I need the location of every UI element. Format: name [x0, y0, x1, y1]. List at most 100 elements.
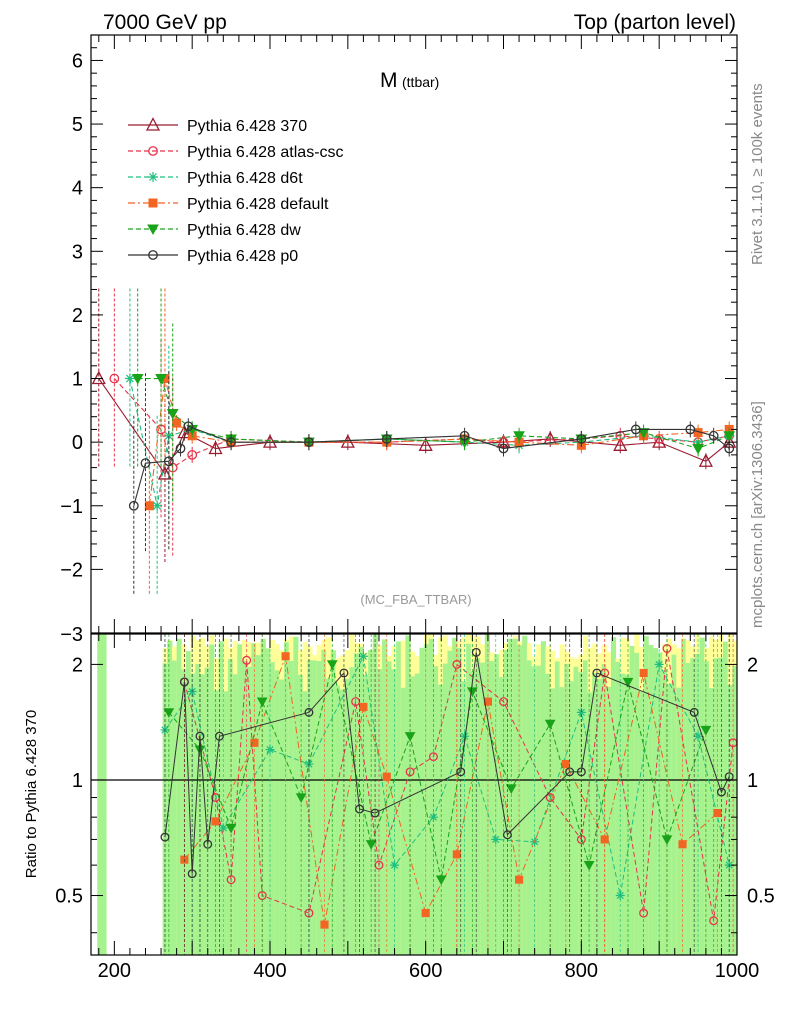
- data-point: [225, 823, 237, 834]
- uncertainty-band: [368, 650, 374, 955]
- uncertainty-band: [181, 669, 187, 955]
- x-tick-label: 200: [98, 960, 131, 982]
- data-point: [265, 745, 275, 755]
- data-point: [124, 373, 135, 384]
- data-point: [418, 437, 433, 451]
- uncertainty-band: [526, 660, 533, 955]
- ratio-frame: [90, 633, 738, 956]
- data-point: [513, 431, 525, 442]
- data-point: [576, 767, 586, 777]
- data-point: [148, 198, 158, 208]
- uncertainty-band: [442, 663, 448, 955]
- uncertainty-band: [592, 673, 598, 955]
- data-point: [723, 431, 736, 442]
- data-point: [226, 437, 236, 448]
- data-point: [147, 224, 159, 236]
- series-5: [128, 371, 735, 596]
- data-point: [716, 787, 726, 797]
- uncertainty-band: [648, 645, 654, 955]
- uncertainty-band: [410, 676, 416, 955]
- uncertainty-band: [424, 644, 430, 955]
- data-point: [195, 731, 205, 741]
- rivet-label: Rivet 3.1.10, ≥ 100k events: [749, 83, 766, 265]
- ratio-series-4: [160, 634, 734, 955]
- ratio-y-tick-label: 0.5: [55, 886, 83, 908]
- x-tick-label: 400: [253, 960, 286, 982]
- data-point: [583, 861, 595, 871]
- uncertainty-band: [522, 635, 528, 955]
- uncertainty-band: [671, 654, 677, 955]
- x-tick-label: 1000: [715, 960, 760, 982]
- data-point: [689, 707, 699, 717]
- data-point: [502, 830, 512, 840]
- data-point: [467, 687, 478, 698]
- ratio-y-tick-label: 1: [72, 770, 83, 792]
- data-point: [91, 370, 106, 385]
- uncertainty-band: [708, 688, 715, 955]
- data-point: [172, 418, 182, 428]
- uncertainty-band: [652, 647, 659, 955]
- data-point: [471, 647, 481, 657]
- uncertainty-band: [610, 637, 617, 955]
- data-point: [109, 373, 120, 384]
- uncertainty-band: [185, 651, 192, 955]
- legend-item: Pythia 6.428 atlas-csc: [128, 144, 344, 161]
- uncertainty-band: [377, 669, 383, 955]
- data-point: [131, 374, 144, 385]
- uncertainty-band: [396, 641, 402, 955]
- uncertainty-band: [545, 673, 551, 955]
- data-point: [421, 909, 430, 918]
- y-tick-label: 4: [72, 178, 83, 200]
- data-point: [148, 172, 158, 182]
- ratio-y-tick-label-right: 0.5: [747, 886, 775, 908]
- uncertainty-band: [354, 653, 360, 955]
- uncertainty-band: [508, 638, 514, 955]
- series-1: [109, 288, 735, 558]
- uncertainty-band: [475, 658, 481, 955]
- uncertainty-band: [199, 674, 206, 955]
- uncertainty-band: [690, 658, 696, 955]
- uncertainty-band: [713, 658, 719, 955]
- legend-item: Pythia 6.428 370: [128, 117, 307, 135]
- legend-label: Pythia 6.428 370: [187, 118, 307, 135]
- ratio-x-axis: 200 400 600 800 1000: [98, 634, 760, 982]
- uncertainty-band: [302, 691, 308, 955]
- data-point: [505, 784, 517, 795]
- data-point: [218, 823, 228, 833]
- legend-label: Pythia 6.428 p0: [187, 248, 298, 265]
- uncertainty-band: [405, 635, 411, 955]
- data-point: [340, 434, 355, 448]
- data-point: [544, 719, 556, 730]
- data-point: [160, 832, 170, 842]
- main-x-ticks: [98, 35, 738, 633]
- data-point: [183, 421, 194, 432]
- data-point: [187, 449, 198, 460]
- ratio-series-line: [168, 664, 707, 880]
- uncertainty-band: [676, 687, 682, 955]
- uncertainty-band: [727, 685, 733, 955]
- data-point: [304, 437, 314, 448]
- data-point: [355, 804, 364, 814]
- data-point: [615, 430, 626, 441]
- data-point: [576, 434, 587, 444]
- data-point: [483, 697, 492, 706]
- data-point: [613, 437, 628, 451]
- uncertainty-band: [363, 675, 369, 955]
- y-tick-label: 3: [72, 241, 83, 263]
- uncertainty-band: [251, 643, 257, 955]
- data-point: [460, 731, 470, 741]
- data-point: [163, 708, 175, 718]
- uncertainty-band: [270, 662, 276, 955]
- legend-item: Pythia 6.428 default: [128, 196, 329, 213]
- legend-label: Pythia 6.428 d6t: [187, 170, 303, 187]
- legend-label: Pythia 6.428 atlas-csc: [187, 144, 344, 161]
- uncertainty-band: [419, 647, 425, 955]
- data-point: [600, 835, 609, 844]
- data-point: [163, 430, 174, 441]
- plot-title: M: [380, 69, 398, 92]
- uncertainty-band: [531, 666, 537, 955]
- data-point: [685, 424, 696, 435]
- y-tick-label: 2: [72, 305, 83, 327]
- data-point: [713, 809, 722, 818]
- data-point: [637, 428, 650, 439]
